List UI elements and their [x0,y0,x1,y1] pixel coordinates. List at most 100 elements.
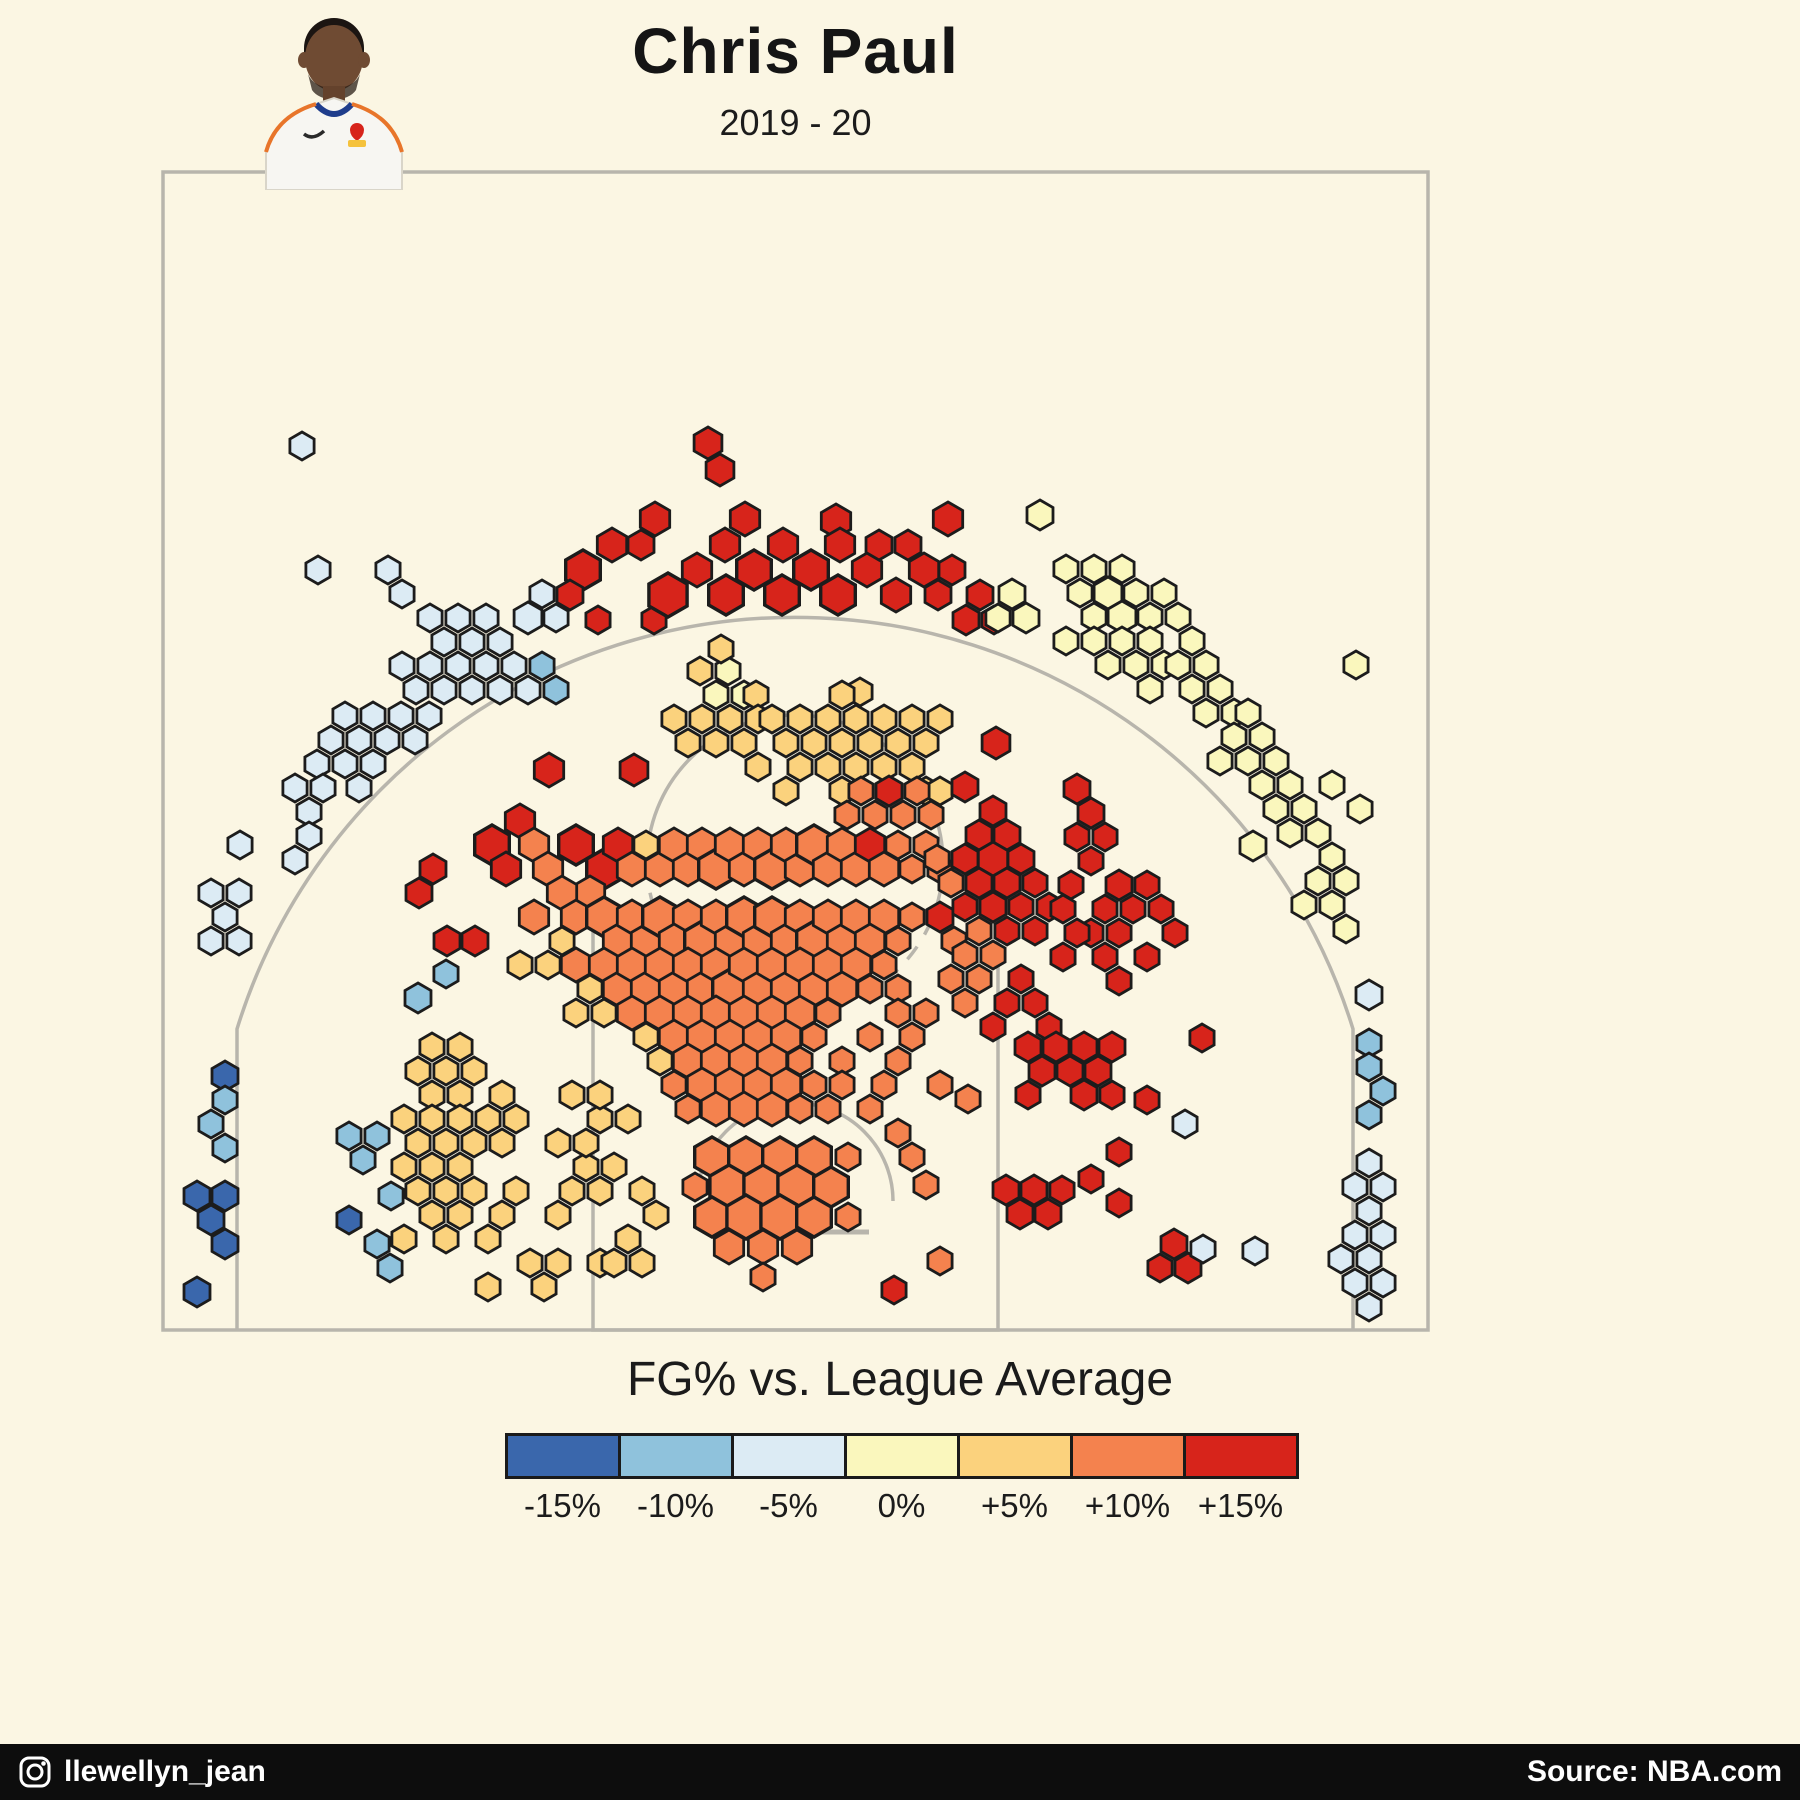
shot-hex [345,724,373,756]
shot-hex [304,554,332,586]
shot-hex [978,890,1008,924]
shot-hex [880,1274,908,1306]
shot-hex [359,748,387,780]
shot-hex [1119,893,1147,925]
shot-hex [1021,987,1049,1019]
shot-hex [555,578,585,612]
shot-hex [712,1228,746,1266]
shot-hex [532,751,566,789]
player-beard [308,74,360,100]
shot-hex [833,799,861,831]
shot-hex [842,751,870,783]
shot-hex [828,1069,856,1101]
shot-hex [458,674,486,706]
shot-hex [1122,577,1150,609]
shot-hex [993,915,1021,947]
shot-hex [416,650,444,682]
shot-hex [544,1199,572,1231]
legend-swatch [504,1433,621,1479]
shot-hex [912,1169,940,1201]
shot-hex [1108,625,1136,657]
shot-hex [211,901,239,933]
shot-hex [786,1093,814,1125]
shot-hex [1304,817,1332,849]
shot-hex [917,799,945,831]
shot-hex [702,727,730,759]
player-photo-graphic [264,18,404,191]
shot-hex [951,891,979,923]
shot-hex [458,626,486,658]
shot-hex [708,526,742,564]
shot-hex [704,452,736,488]
shot-hex [1369,1171,1397,1203]
shot-hex [576,973,604,1005]
shot-hex [1369,1075,1397,1107]
shot-hex [1055,1054,1085,1088]
shot-hex [1105,965,1133,997]
shot-hex [1146,1252,1174,1284]
shot-hex [1105,1187,1133,1219]
shot-hex [660,703,688,735]
shot-hex [390,1103,418,1135]
shot-hex [474,1271,502,1303]
shot-hex [530,1271,558,1303]
shot-hex [432,1175,460,1207]
shot-hex [912,997,940,1029]
shot-hex [1007,891,1035,923]
shot-hex [898,901,926,933]
shot-hex [210,1179,240,1213]
shot-hex [388,650,416,682]
shot-hex [1188,1022,1216,1054]
shot-hex [814,751,842,783]
legend-bin-label: +10% [1084,1487,1171,1524]
shot-hex [225,925,253,957]
shot-hex [795,1195,833,1239]
shot-hex [444,602,472,634]
shot-hex [1192,697,1220,729]
shot-hex [864,528,894,562]
shot-hex [1220,721,1248,753]
shot-hex [374,554,402,586]
shot-hex [1206,745,1234,777]
legend-swatch [956,1433,1073,1479]
shot-hex [388,578,416,610]
shot-hex [460,1055,488,1087]
shot-hex [1007,963,1035,995]
jersey-collar [313,101,355,117]
shot-hex [692,425,724,461]
shot-hex [586,1079,614,1111]
shot-hex [1290,889,1318,921]
shot-hex [1027,1054,1057,1088]
player-photo [238,2,430,191]
shot-hex [1355,1195,1383,1227]
shot-hex [502,1103,530,1135]
shot-hex [506,949,534,981]
legend-bin-label: -15% [523,1487,602,1524]
shot-hex [376,1252,404,1284]
shot-hex [823,526,857,564]
shot-hex [628,1175,656,1207]
shot-hex [978,794,1008,828]
shot-hex [819,573,857,617]
shot-hex [377,1180,405,1212]
nike-swoosh-icon [302,129,326,139]
shot-hex [345,772,373,804]
shot-hex [727,1090,761,1128]
shot-hex [1178,673,1206,705]
shot-hex [1147,893,1175,925]
shot-hex [402,674,430,706]
shot-hex [303,748,331,780]
shot-hex [1091,941,1119,973]
chart-header: Chris Paul 2019 - 20 [163,14,1428,144]
shot-hex [842,703,870,735]
shot-hex [517,898,551,936]
shot-hex [1105,917,1133,949]
shot-hex [1021,915,1049,947]
shot-hex [1341,1171,1369,1203]
shot-hex [403,981,433,1015]
shot-hex [444,650,472,682]
shot-hex [856,1021,884,1053]
shot-hex [1014,1079,1042,1111]
shot-hex [1354,978,1384,1012]
shot-hex [964,866,994,900]
